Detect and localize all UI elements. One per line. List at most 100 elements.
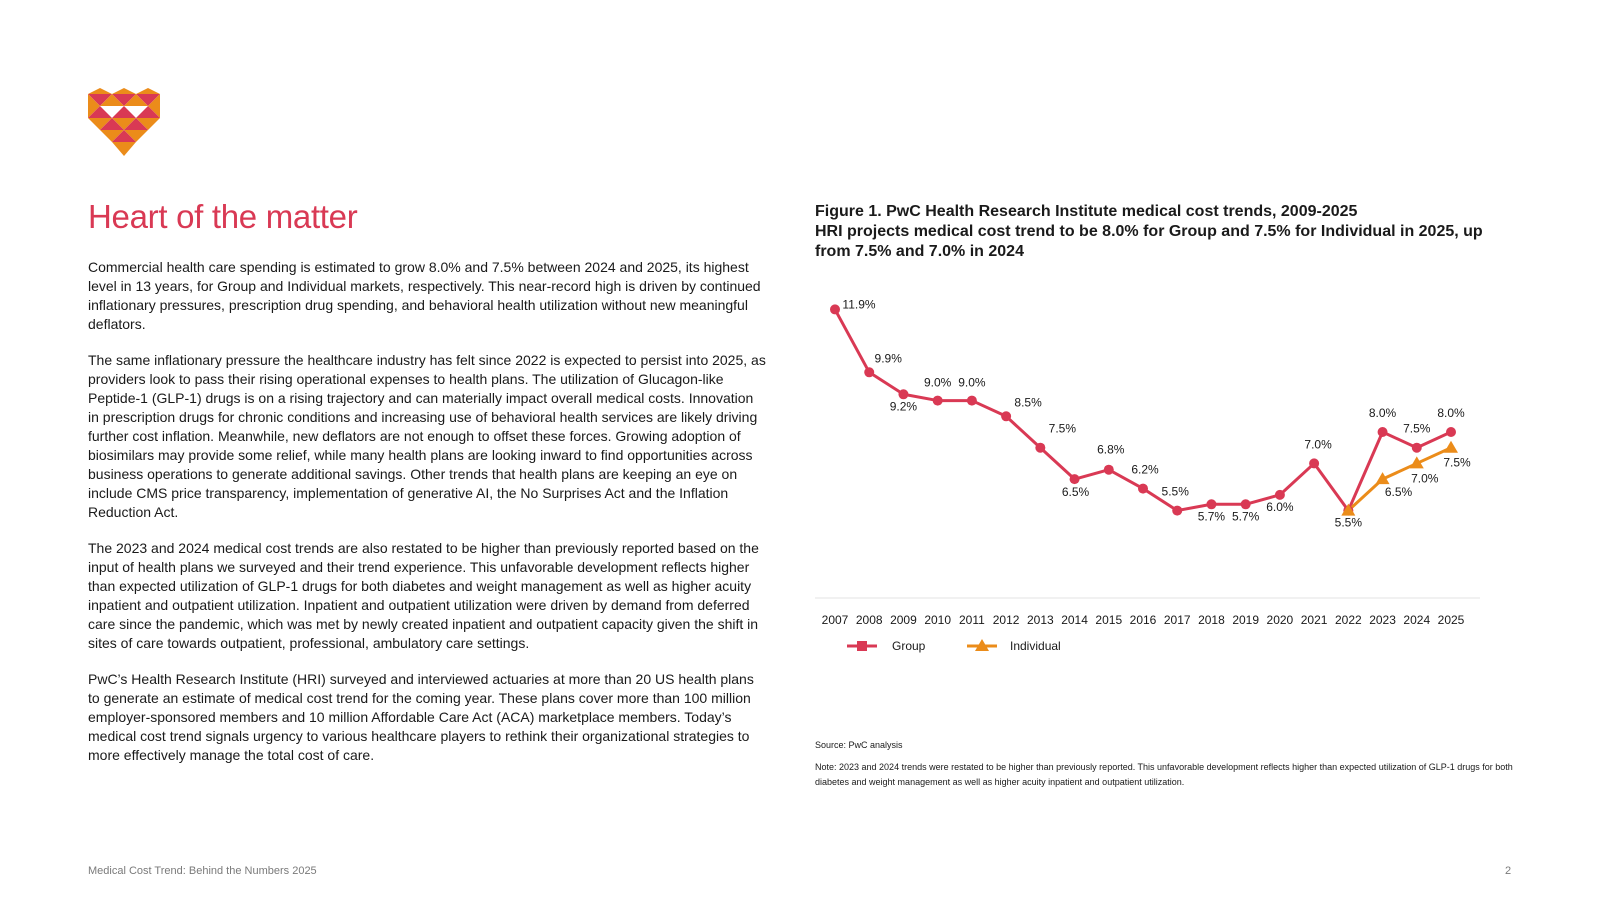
group-data-label: 9.0% — [958, 376, 986, 390]
group-point — [830, 304, 840, 315]
logo-triangle-6 — [88, 94, 100, 118]
x-tick-label: 2015 — [1095, 613, 1122, 627]
legend-group-label: Group — [892, 639, 926, 653]
logo-triangle-11 — [112, 106, 136, 118]
x-tick-label: 2021 — [1301, 613, 1328, 627]
logo-triangle-17 — [124, 118, 148, 130]
x-tick-label: 2018 — [1198, 613, 1225, 627]
group-point — [1172, 505, 1183, 516]
pwc-heart-logo — [88, 88, 160, 156]
legend-individual-label: Individual — [1010, 639, 1061, 653]
x-tick-label: 2016 — [1130, 613, 1157, 627]
x-tick-label: 2008 — [856, 613, 883, 627]
group-data-label: 7.5% — [1049, 422, 1077, 436]
individual-point — [1341, 503, 1356, 516]
page-number: 2 — [1505, 865, 1512, 877]
cost-trend-chart: 2007 2008 2009 2010 2011 2012 2013 2014 2015 2016… — [815, 297, 1480, 653]
group-data-label: 8.0% — [1437, 406, 1465, 420]
x-tick-label: 2020 — [1267, 613, 1294, 627]
x-tick-label: 2007 — [822, 613, 849, 627]
figure-title-line1: Figure 1. PwC Health Research Institute … — [815, 203, 1358, 220]
logo-triangle-0 — [88, 88, 112, 94]
x-tick-label: 2013 — [1027, 613, 1054, 627]
x-tick-label: 2010 — [924, 613, 951, 627]
group-data-label: 5.7% — [1232, 509, 1260, 523]
x-tick-label: 2023 — [1369, 613, 1396, 627]
logo-triangle-10 — [88, 106, 112, 118]
chart-note: Note: 2023 and 2024 trends were restated… — [815, 762, 1513, 787]
group-point — [1411, 442, 1422, 453]
legend-group-marker — [857, 641, 867, 651]
x-tick-label: 2024 — [1403, 613, 1430, 627]
logo-triangle-18 — [100, 130, 124, 142]
x-tick-label: 2009 — [890, 613, 917, 627]
group-point — [864, 367, 875, 378]
group-data-label: 9.0% — [924, 376, 952, 390]
logo-triangle-15 — [136, 118, 160, 130]
paragraph-2: The same inflationary pressure the healt… — [88, 352, 766, 520]
group-data-label: 8.0% — [1369, 406, 1397, 420]
group-data-label: 9.9% — [875, 351, 903, 365]
paragraph-3: The 2023 and 2024 medical cost trends ar… — [88, 540, 759, 651]
series-line-individual — [1347, 446, 1452, 512]
logo-triangle-12 — [136, 106, 160, 118]
individual-point — [1409, 456, 1424, 469]
series-line-group — [833, 308, 1452, 513]
logo-triangle-13 — [88, 118, 112, 130]
individual-point — [1444, 440, 1458, 453]
logo-triangle-7 — [100, 94, 124, 106]
group-point — [1103, 464, 1114, 475]
page-heading: Heart of the matter — [88, 198, 358, 235]
group-point — [966, 395, 977, 406]
group-point — [1240, 499, 1251, 510]
logo-triangle-1 — [112, 88, 136, 94]
group-data-label: 11.9% — [842, 297, 875, 311]
footer-title: Medical Cost Trend: Behind the Numbers 2… — [88, 865, 317, 877]
group-point — [1035, 442, 1046, 453]
x-tick-label: 2014 — [1061, 613, 1088, 627]
logo-triangle-16 — [100, 118, 124, 130]
x-tick-label: 2025 — [1438, 613, 1465, 627]
group-point — [1001, 411, 1012, 422]
group-point — [1206, 499, 1217, 510]
logo-triangle-14 — [112, 118, 136, 130]
x-tick-label: 2017 — [1164, 613, 1191, 627]
group-data-label: 6.0% — [1266, 500, 1294, 514]
group-data-label: 9.2% — [890, 399, 918, 413]
individual-point — [1375, 472, 1390, 485]
paragraph-1: Commercial health care spending is estim… — [88, 259, 761, 332]
legend-individual-marker — [975, 639, 989, 651]
logo-triangle-5 — [136, 94, 160, 106]
group-point — [1274, 489, 1285, 500]
paragraph-4: PwC’s Health Research Institute (HRI) su… — [88, 671, 754, 763]
individual-data-label: 7.5% — [1443, 456, 1471, 470]
group-point — [1069, 474, 1080, 485]
group-data-label: 6.5% — [1062, 485, 1090, 499]
logo-triangle-19 — [124, 130, 148, 142]
x-tick-label: 2011 — [959, 613, 985, 627]
logo-triangle-2 — [136, 88, 160, 94]
group-point — [932, 395, 943, 406]
x-tick-label: 2012 — [993, 613, 1020, 627]
group-data-label: 5.5% — [1162, 485, 1190, 499]
x-tick-label: 2022 — [1335, 613, 1362, 627]
individual-data-label: 6.5% — [1385, 485, 1413, 499]
figure-title-line2: HRI projects medical cost trend to be 8.… — [815, 223, 1483, 260]
group-point — [1377, 427, 1388, 437]
group-data-label: 6.2% — [1131, 463, 1159, 477]
group-data-label: 8.5% — [1014, 395, 1042, 409]
group-data-label: 5.5% — [1335, 516, 1363, 530]
group-data-label: 7.0% — [1304, 437, 1332, 451]
figure-title: Figure 1. PwC Health Research Institute … — [815, 202, 1515, 262]
group-point — [1309, 458, 1320, 469]
group-data-label: 7.5% — [1403, 422, 1431, 436]
group-data-label: 5.7% — [1198, 509, 1226, 523]
body-text: Commercial health care spending is estim… — [88, 258, 768, 782]
group-point — [898, 389, 909, 400]
logo-triangle-21 — [112, 142, 136, 156]
group-point — [1138, 483, 1148, 494]
group-data-label: 6.8% — [1097, 443, 1125, 457]
x-tick-label: 2019 — [1232, 613, 1259, 627]
logo-triangle-8 — [124, 94, 148, 106]
logo-triangle-4 — [112, 94, 136, 106]
